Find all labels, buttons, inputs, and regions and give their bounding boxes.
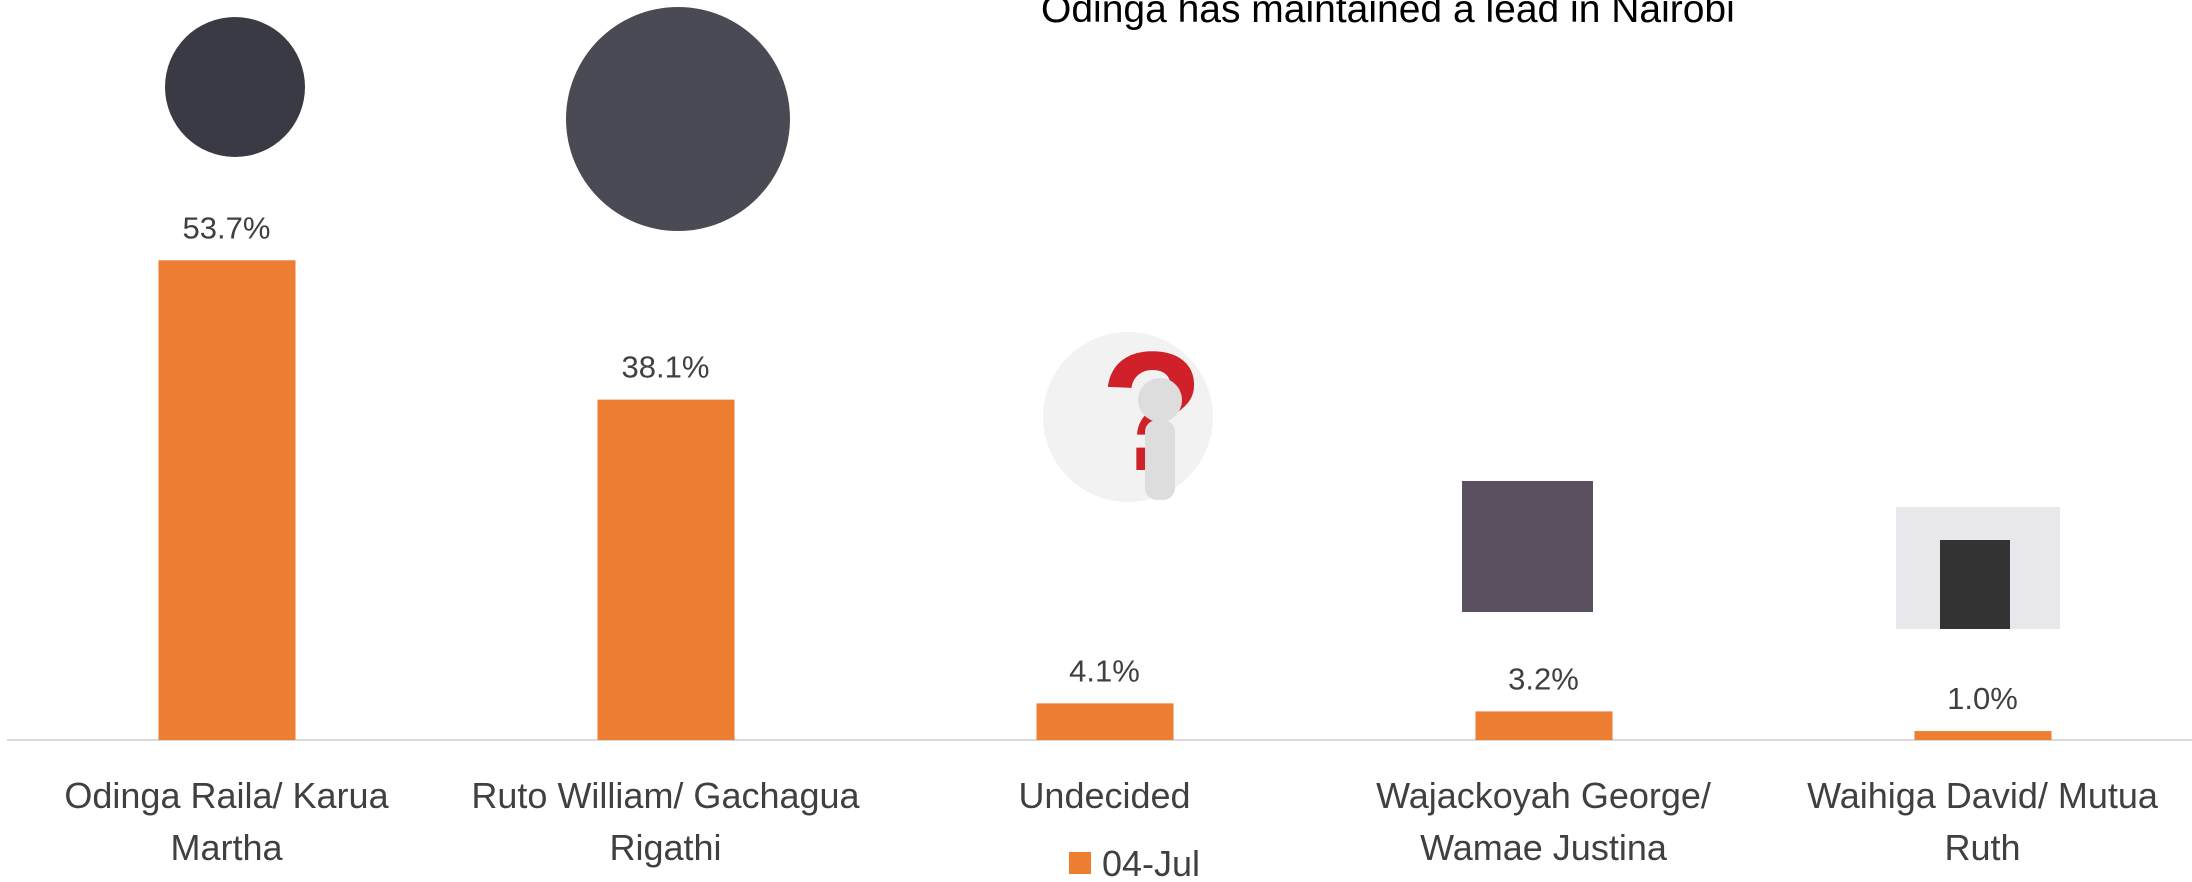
bar [597, 399, 735, 740]
photos: ? [165, 7, 2060, 629]
x-tick-label: Ruto William/ Gachagua Rigathi [471, 775, 860, 868]
question-icon: ? [1043, 317, 1213, 507]
x-tick-label: Odinga Raila/ Karua Martha [64, 775, 389, 868]
x-tick-label: Waihiga David/ Mutua Ruth [1807, 775, 2159, 868]
bar [158, 260, 296, 740]
photo-odinga [165, 17, 305, 157]
data-label: 4.1% [1069, 653, 1140, 688]
photo-wajackoyah [1462, 481, 1593, 612]
bar [1036, 703, 1174, 740]
photo-waihiga-figure [1940, 540, 2010, 629]
x-tick-label: Wajackoyah George/Wamae Justina [1376, 775, 1711, 868]
bar [1475, 711, 1613, 740]
data-label: 53.7% [183, 210, 271, 245]
data-label: 3.2% [1508, 661, 1579, 696]
data-label: 38.1% [622, 350, 710, 385]
chart-title: Odinga has maintained a lead in Nairobi [1041, 0, 1735, 31]
legend-label: 04-Jul [1102, 843, 1200, 882]
photo-ruto [566, 7, 790, 231]
bar [1914, 731, 2052, 740]
x-tick-label: Undecided [1018, 775, 1190, 816]
legend-swatch [1069, 852, 1091, 874]
data-label: 1.0% [1947, 681, 2018, 716]
